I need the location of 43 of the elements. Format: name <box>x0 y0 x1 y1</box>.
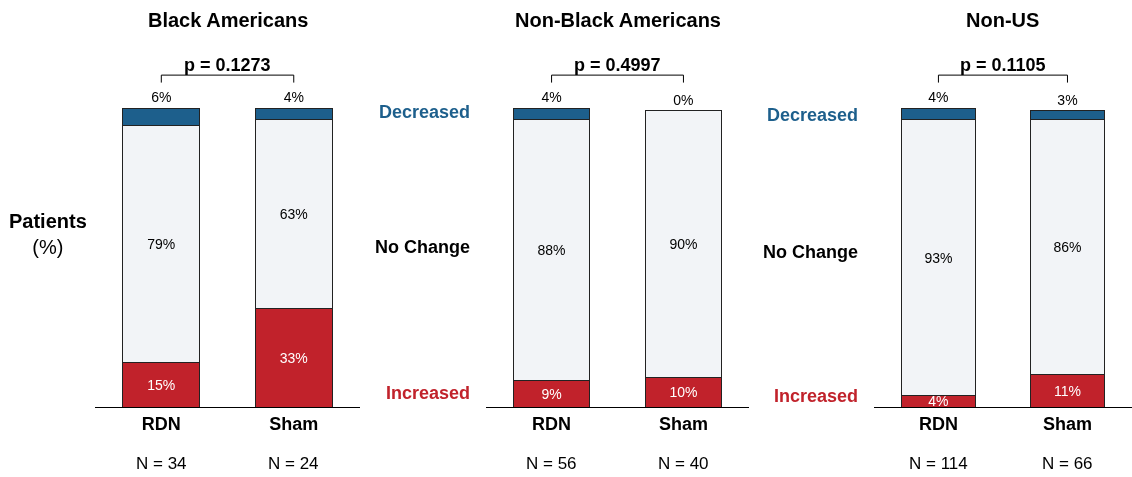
data-label: 4% <box>928 89 949 105</box>
data-label: 86% <box>1053 239 1082 256</box>
data-label: 4% <box>928 393 949 410</box>
data-label: 10% <box>669 384 698 401</box>
chart-title: Non-Black Americans <box>515 9 721 31</box>
text: No Change <box>763 242 859 262</box>
text: N = 24 <box>268 454 319 473</box>
text: Decreased <box>767 105 859 125</box>
data-label: 9% <box>541 385 562 402</box>
text: No Change <box>375 237 471 257</box>
x-tick-label: RDN <box>918 413 958 434</box>
text: Increased <box>774 386 859 406</box>
data-label: 33% <box>279 349 308 366</box>
data-label: 88% <box>537 242 566 259</box>
text: p = 0.1273 <box>184 55 271 75</box>
data-label: 6% <box>151 89 172 105</box>
data-label: 4% <box>283 89 304 105</box>
text: N = 66 <box>1042 454 1093 473</box>
data-label: 0% <box>673 91 694 108</box>
data-label: 93% <box>924 249 953 266</box>
text: Decreased <box>379 102 471 122</box>
text: p = 0.4997 <box>574 55 661 75</box>
data-label: 3% <box>1057 91 1078 108</box>
data-label: 15% <box>147 376 176 393</box>
x-tick-label: Sham <box>658 413 708 434</box>
data-label: 11% <box>1053 382 1081 399</box>
text: N = 114 <box>909 454 968 473</box>
x-tick-label: Sham <box>1042 413 1092 434</box>
text: N = 56 <box>526 454 577 473</box>
chart-title: Non-US <box>966 9 1040 31</box>
y-axis-title: Patients (%) <box>9 210 87 258</box>
text: N = 40 <box>658 454 709 473</box>
text: Increased <box>386 383 471 403</box>
x-tick-label: RDN <box>532 413 572 434</box>
text: p = 0.1105 <box>960 55 1046 75</box>
x-tick-label: RDN <box>141 413 181 434</box>
data-label: 90% <box>669 236 698 253</box>
data-label: 79% <box>147 236 176 253</box>
x-tick-label: Sham <box>269 413 319 434</box>
data-label: 4% <box>541 89 562 105</box>
data-label: 63% <box>279 206 308 223</box>
chart-title: Black Americans <box>148 9 309 31</box>
text: N = 34 <box>136 454 187 473</box>
